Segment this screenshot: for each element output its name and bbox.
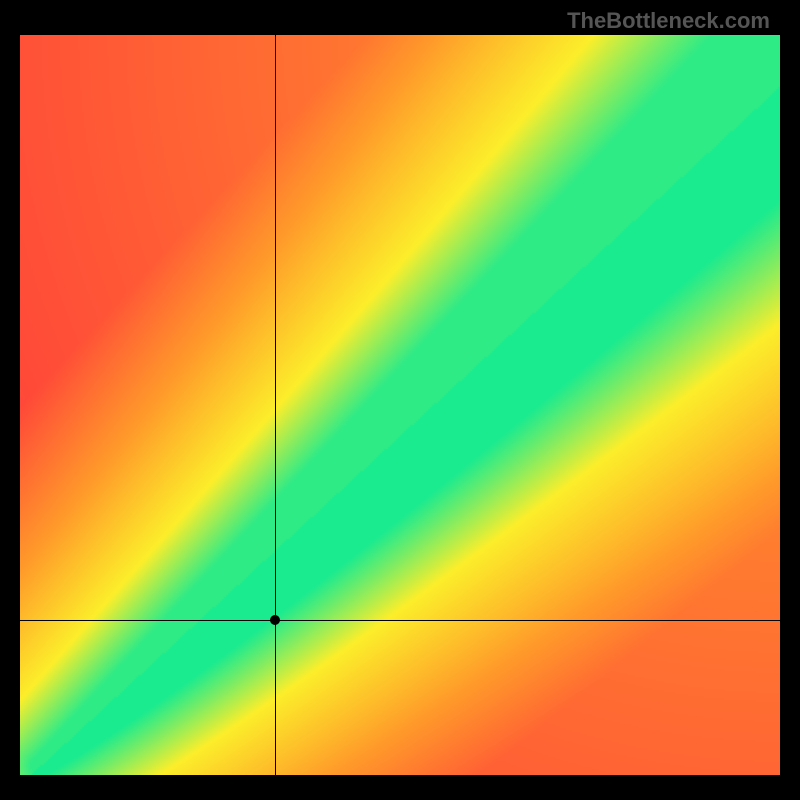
crosshair-vertical xyxy=(275,35,276,775)
crosshair-horizontal xyxy=(20,620,780,621)
bottleneck-heatmap xyxy=(20,35,780,775)
current-config-marker xyxy=(270,615,280,625)
chart-container: TheBottleneck.com xyxy=(0,0,800,800)
watermark-text: TheBottleneck.com xyxy=(567,8,770,34)
